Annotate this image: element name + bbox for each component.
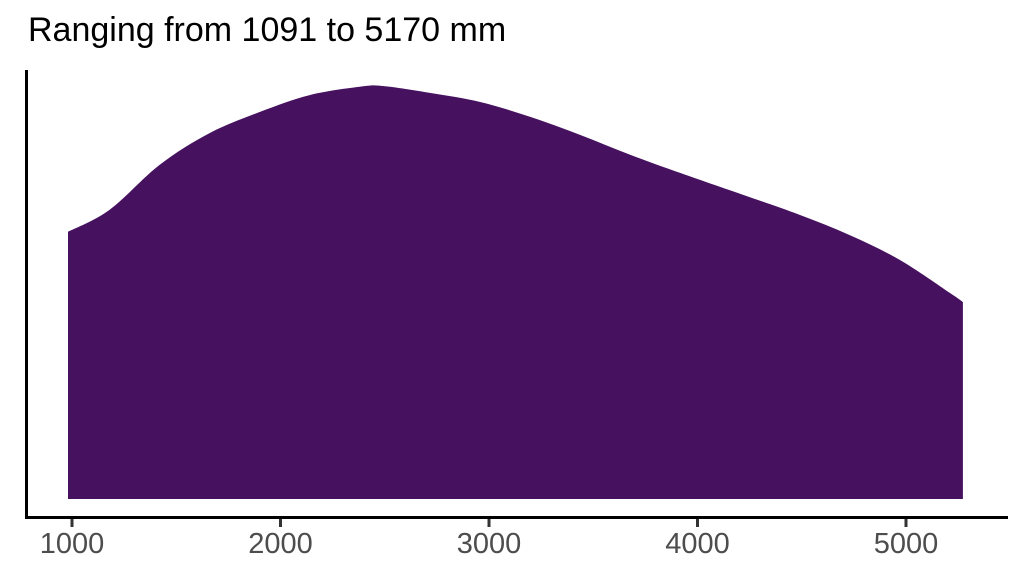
chart-title: Ranging from 1091 to 5170 mm [28, 11, 507, 49]
x-tick-label: 5000 [874, 528, 939, 560]
x-tick-label: 2000 [248, 528, 313, 560]
density-area [68, 85, 963, 499]
x-tick-label: 1000 [40, 528, 105, 560]
axes-group [25, 70, 1008, 527]
tick-labels-group: 1000 2000 3000 4000 5000 [40, 528, 939, 560]
x-tick-label: 4000 [665, 528, 730, 560]
x-tick-label: 3000 [457, 528, 522, 560]
density-area-group [68, 85, 963, 499]
